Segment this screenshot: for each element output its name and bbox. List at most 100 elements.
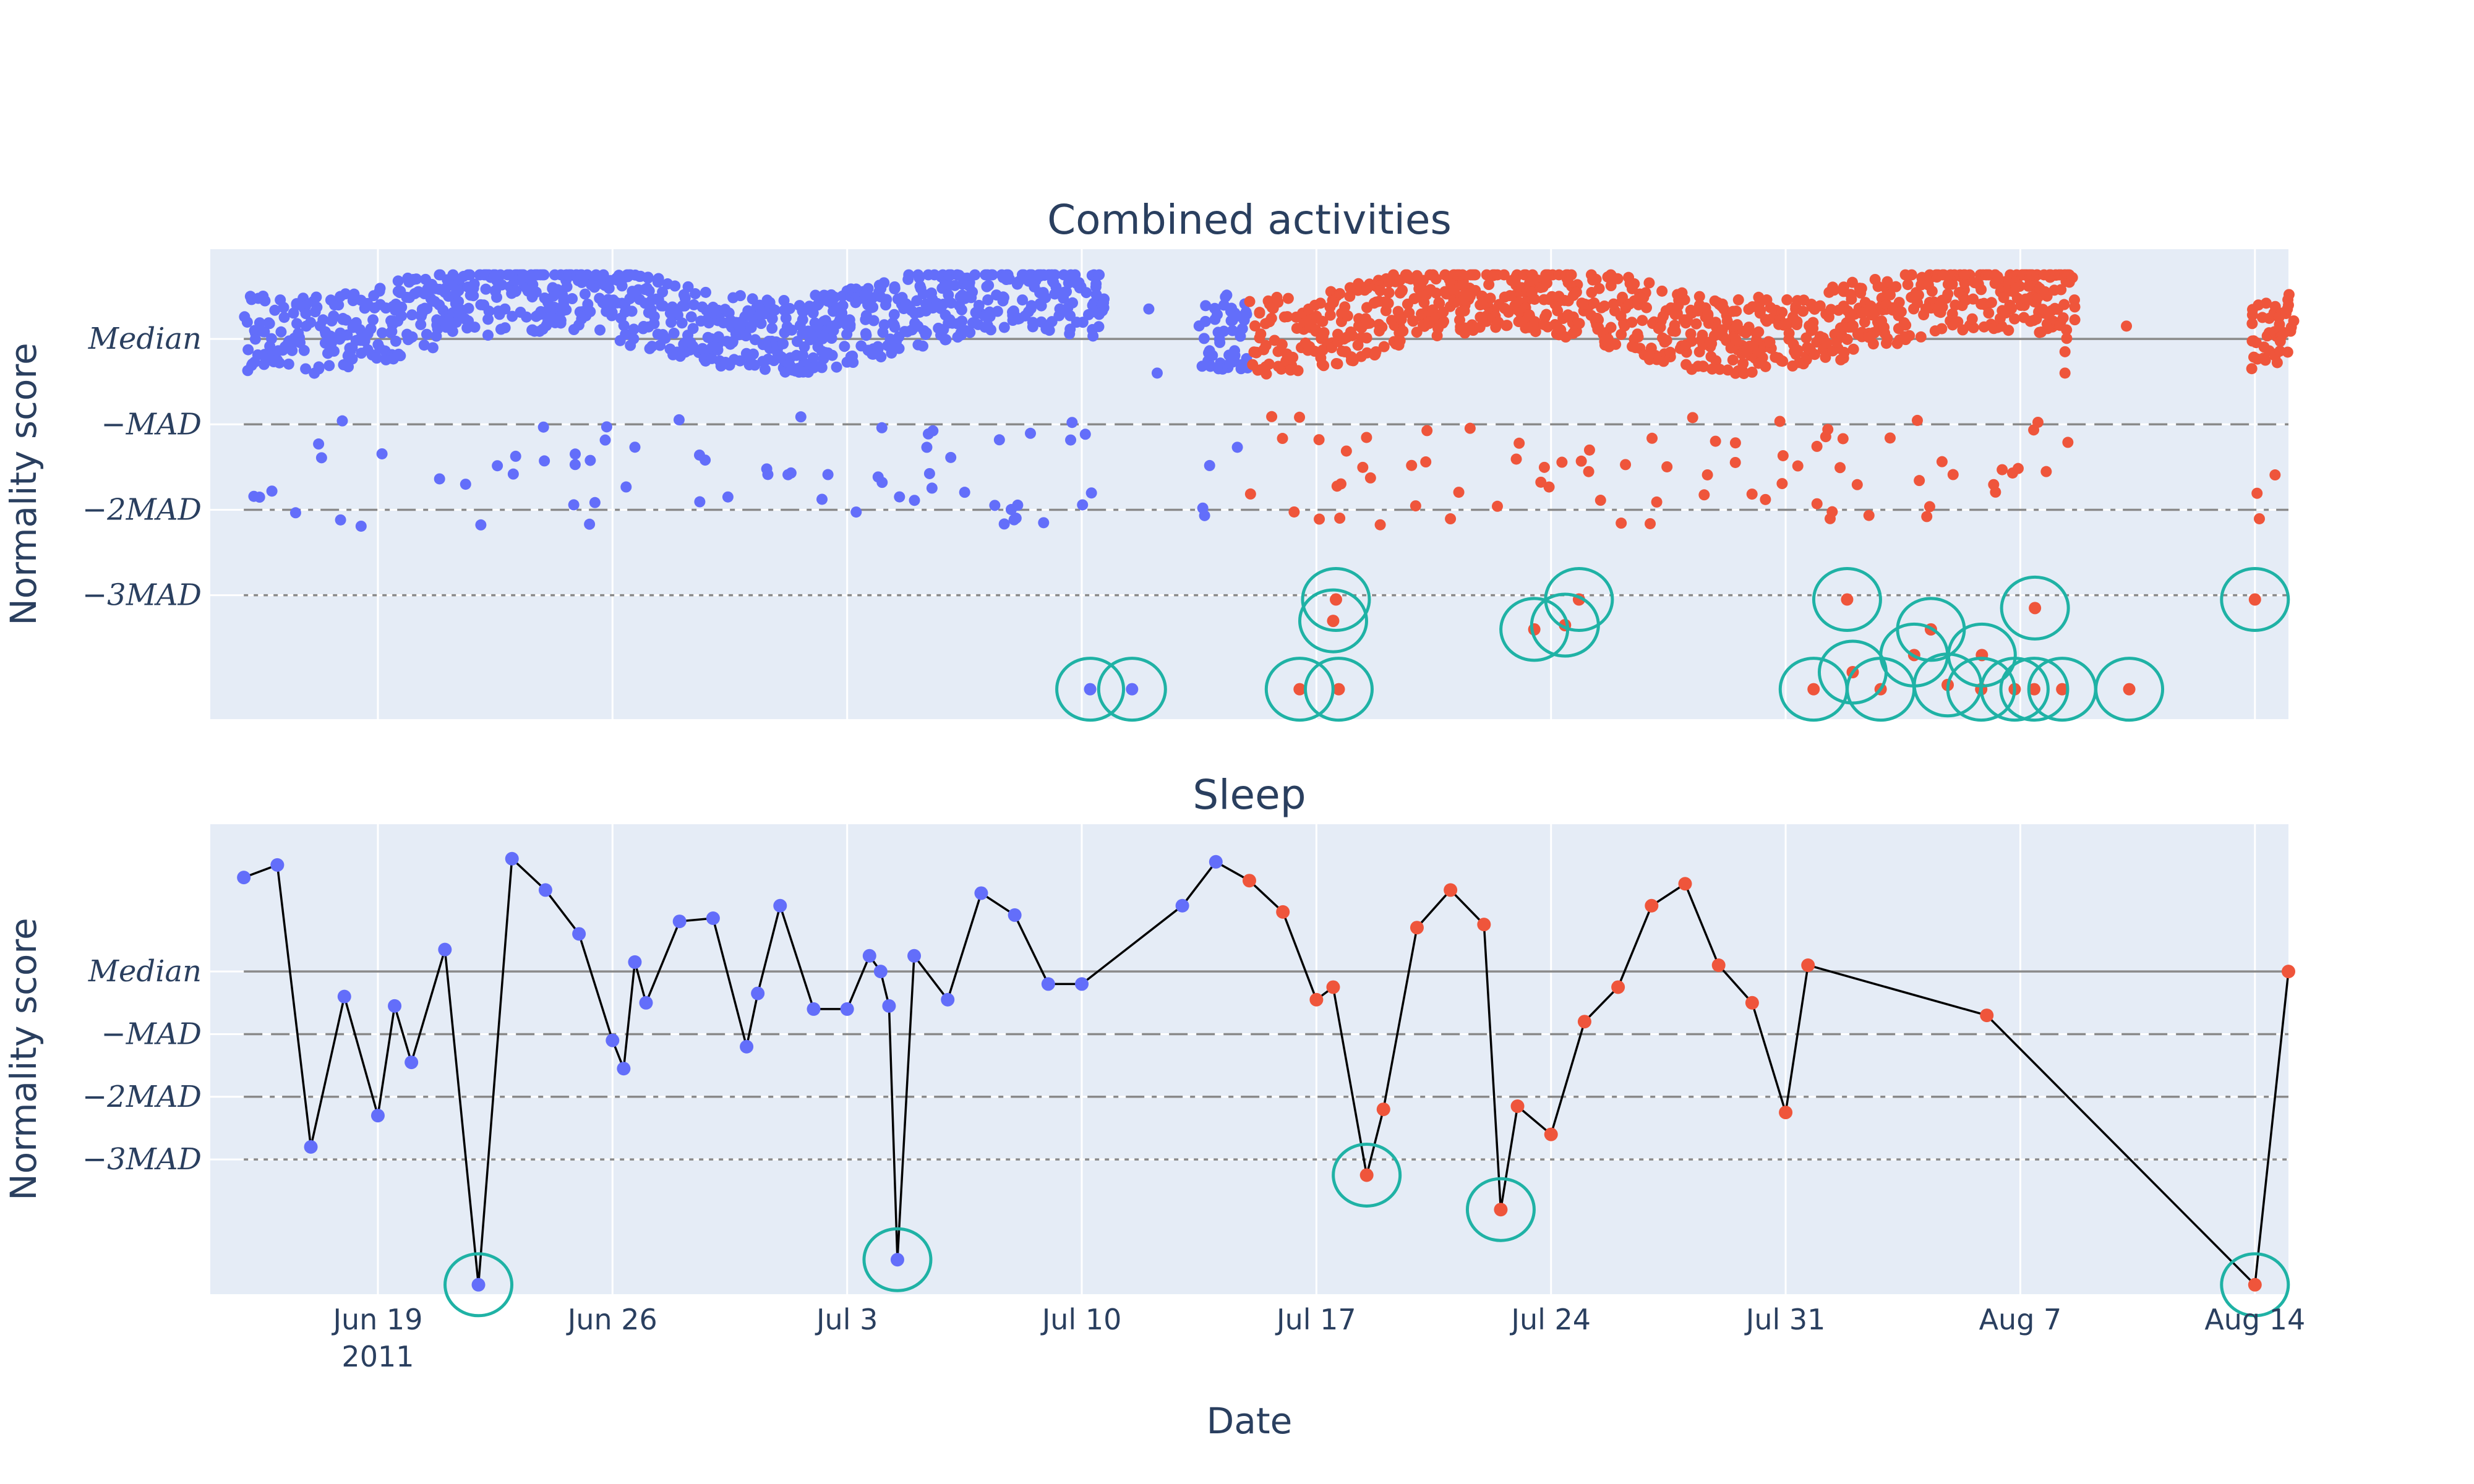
score-point [909,495,920,506]
score-point [460,479,471,490]
score-point [1288,506,1300,518]
score-point [390,335,401,347]
anomaly-point [2028,683,2041,696]
score-point [1317,315,1329,327]
score-point [1821,338,1833,349]
score-point [713,331,724,343]
score-point [1266,411,1278,422]
score-point [1565,269,1577,281]
score-point [1811,498,1823,510]
score-point [1637,315,1648,326]
score-point [1593,283,1605,294]
score-point [769,304,781,316]
sleep-point [404,1055,419,1070]
score-point [1814,300,1826,312]
score-point [2061,324,2073,336]
score-point [747,293,758,305]
score-point [1854,283,1865,294]
score-point [1407,315,1419,326]
score-point [1249,320,1261,332]
score-point [1685,328,1697,339]
score-point [510,450,521,462]
sleep-point [1309,992,1324,1007]
anomaly-circle [1055,657,1126,722]
score-point [289,507,301,519]
sleep-point [1801,958,1815,972]
score-point [1822,424,1834,435]
score-point [421,328,432,340]
score-point [700,286,711,298]
score-point [1904,330,1915,341]
score-point [1491,500,1503,512]
score-point [625,339,636,351]
sleep-point [388,999,402,1013]
score-point [1339,301,1351,313]
score-point [537,421,549,433]
score-point [1847,343,1859,355]
score-point [440,283,452,294]
score-point [860,328,871,339]
score-point [1942,288,1954,300]
score-point [969,269,981,281]
y-tick-label: −3MAD [82,578,202,613]
score-point [628,323,640,335]
score-point [836,307,848,319]
score-point [940,334,951,346]
score-point [766,313,778,325]
score-point [1335,478,1346,490]
score-point [1626,317,1638,328]
score-point [395,350,406,362]
score-point [1406,459,1418,471]
score-point [594,324,606,336]
score-point [734,355,746,367]
score-point [242,344,254,356]
score-point [1880,338,1892,349]
score-point [1395,313,1407,325]
score-point [475,519,487,531]
score-point [844,314,855,326]
score-point [569,459,581,471]
score-point [1334,513,1346,524]
anomaly-point [2123,683,2136,696]
score-point [1680,317,1692,329]
score-point [415,318,427,330]
score-point [340,288,351,300]
score-point [1716,301,1727,312]
score-point [850,506,862,518]
anomaly-point [1330,593,1342,606]
score-point [1200,300,1212,312]
anomaly-point [1293,683,1306,696]
score-point [1936,323,1948,335]
anomaly-circles-combined [1055,567,2290,722]
score-point [1513,437,1525,449]
score-point [1838,346,1850,358]
score-point [1898,317,1910,329]
score-point [1599,300,1611,312]
score-point [1697,329,1708,341]
score-point [249,333,261,345]
score-point [2069,314,2081,326]
score-point [875,351,887,363]
score-point [1361,432,1372,443]
score-point [878,319,890,331]
sleep-point [1980,1009,1994,1023]
sleep-point [773,898,787,913]
score-point [2246,363,2258,375]
score-point [293,328,304,339]
score-point [1583,466,1594,477]
score-point [1760,493,1771,505]
score-point [1661,335,1672,346]
score-point [1402,272,1414,284]
score-point [1357,461,1369,473]
anomaly-circle [2094,657,2165,722]
score-point [315,452,327,464]
sleep-point [740,1039,754,1054]
score-point [469,322,481,333]
score-point [2040,466,2052,477]
score-point [1687,412,1698,424]
sleep-point [1175,898,1189,913]
score-point [2059,367,2071,379]
score-point [1314,297,1326,309]
score-point [747,348,759,360]
score-point [1651,496,1663,508]
